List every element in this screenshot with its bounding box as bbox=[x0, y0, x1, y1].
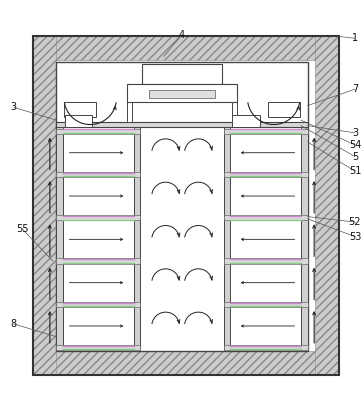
Bar bbox=[134, 127, 140, 351]
Text: 8: 8 bbox=[11, 319, 17, 329]
Text: 55: 55 bbox=[16, 225, 29, 234]
Bar bbox=[56, 172, 140, 177]
Text: 7: 7 bbox=[352, 84, 358, 94]
Bar bbox=[224, 215, 308, 220]
Bar bbox=[224, 172, 308, 177]
Bar bbox=[315, 37, 339, 375]
Text: 1: 1 bbox=[352, 33, 358, 43]
Bar bbox=[33, 37, 339, 375]
Bar bbox=[56, 302, 140, 307]
Text: 54: 54 bbox=[349, 140, 361, 150]
Bar bbox=[56, 122, 308, 127]
Bar bbox=[56, 127, 63, 351]
Text: 4: 4 bbox=[179, 29, 185, 39]
Bar bbox=[33, 37, 56, 375]
Bar bbox=[149, 90, 215, 98]
Bar bbox=[232, 115, 260, 127]
Bar bbox=[142, 64, 222, 84]
Bar bbox=[56, 215, 140, 220]
Bar bbox=[33, 37, 339, 60]
Bar bbox=[224, 259, 308, 264]
Text: 3: 3 bbox=[11, 103, 17, 112]
Bar bbox=[224, 345, 308, 350]
Bar bbox=[56, 62, 308, 351]
Bar bbox=[64, 102, 96, 117]
Bar bbox=[56, 129, 140, 134]
Text: 51: 51 bbox=[349, 166, 361, 176]
Bar bbox=[224, 129, 308, 134]
Bar bbox=[232, 102, 237, 122]
Bar bbox=[56, 345, 140, 350]
Bar bbox=[127, 102, 132, 122]
Bar bbox=[33, 351, 339, 375]
Text: 5: 5 bbox=[352, 151, 358, 161]
Bar bbox=[127, 84, 237, 102]
Bar bbox=[56, 259, 140, 264]
Bar bbox=[65, 115, 92, 127]
Bar bbox=[224, 127, 230, 351]
Bar bbox=[268, 102, 300, 117]
Bar bbox=[301, 127, 308, 351]
Bar bbox=[224, 302, 308, 307]
Text: 3: 3 bbox=[352, 128, 358, 138]
Text: 52: 52 bbox=[349, 217, 361, 227]
Text: 53: 53 bbox=[349, 232, 361, 242]
